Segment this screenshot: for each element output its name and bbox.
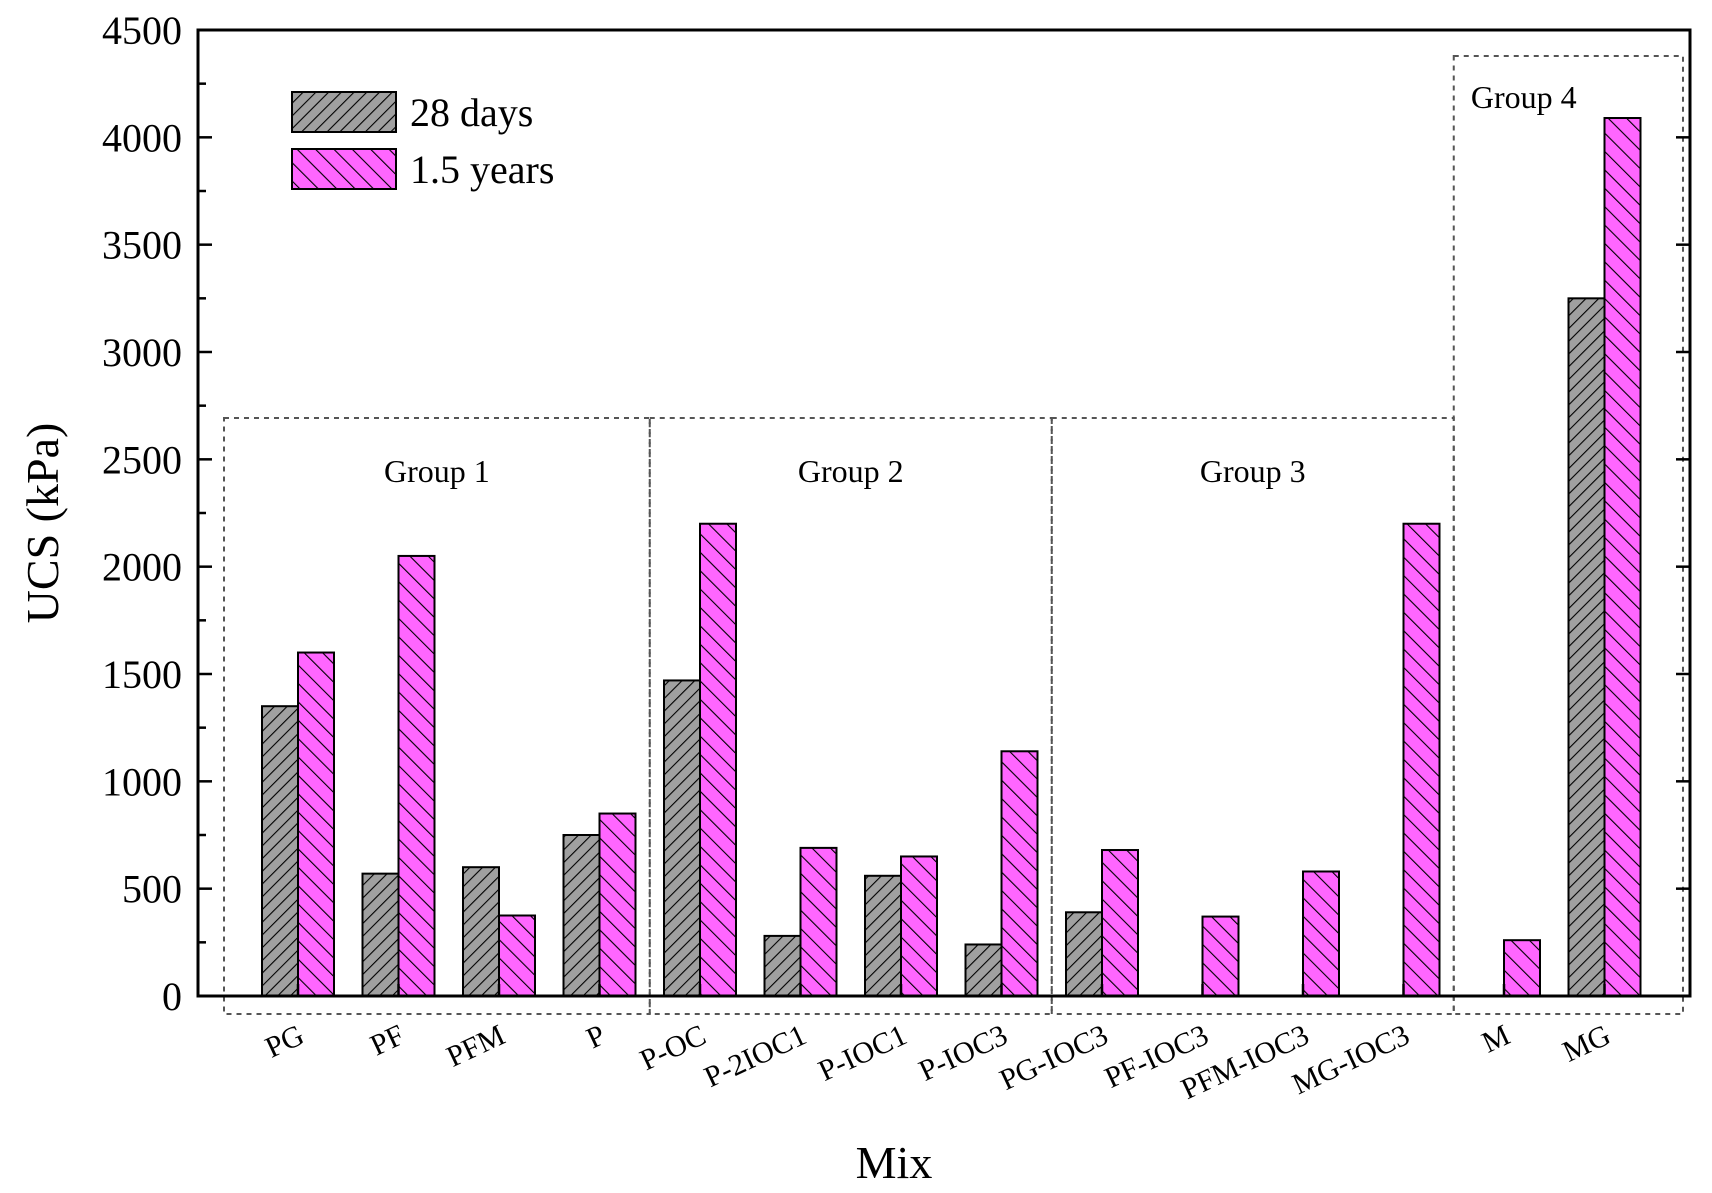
- x-tick-label-pf: PF: [365, 1018, 409, 1062]
- bars-layer: [261, 117, 1642, 998]
- legend-label-28-days: 28 days: [410, 90, 533, 135]
- group-boxes-layer: Group 1 Group 2 Group 3 Group 4: [223, 55, 1684, 1015]
- bar-pg-ioc3-1-5-years: [1101, 849, 1139, 997]
- x-tick-label-p-2ioc1: P-2IOC1: [699, 1018, 811, 1094]
- y-tick-label-1000: 1000: [102, 759, 182, 804]
- bar-pg-1-5-years: [297, 651, 335, 997]
- bar-p-1-5-years: [598, 812, 637, 997]
- x-tick-label-pg: PG: [260, 1018, 309, 1064]
- bar-pfm-ioc3-1-5-years: [1302, 870, 1340, 998]
- bar-p-2ioc1-1-5-years: [799, 846, 838, 997]
- group-label-4: Group 4: [1471, 79, 1577, 115]
- bar-p-28-days: [562, 834, 601, 997]
- x-tick-label-pfm: PFM: [442, 1018, 510, 1073]
- bar-pf-1-5-years: [397, 554, 436, 998]
- bar-p-ioc3-28-days: [964, 943, 1003, 997]
- y-tick-label-3000: 3000: [102, 330, 182, 375]
- x-tick-label-p-ioc1: P-IOC1: [813, 1018, 912, 1087]
- group-label-3: Group 3: [1200, 453, 1306, 489]
- bar-m-1-5-years: [1503, 939, 1541, 997]
- bar-pfm-28-days: [462, 866, 500, 998]
- group-box-1: [223, 417, 651, 1015]
- x-tick-label-pg-ioc3: PG-IOC3: [995, 1018, 1113, 1097]
- y-tick-label-500: 500: [122, 867, 182, 912]
- bar-pg-28-days: [261, 705, 299, 997]
- y-tick-label-4500: 4500: [102, 8, 182, 53]
- legend-label-1-5-years: 1.5 years: [410, 147, 554, 192]
- x-tick-label-m: M: [1477, 1018, 1515, 1059]
- legend-swatch-1-5-years: [291, 148, 397, 190]
- bar-p-ioc1-1-5-years: [900, 855, 938, 998]
- bar-p-oc-1-5-years: [699, 522, 737, 997]
- x-tick-label-mg-ioc3: MG-IOC3: [1287, 1018, 1414, 1101]
- bar-p-oc-28-days: [663, 679, 701, 997]
- bar-pg-ioc3-28-days: [1065, 911, 1103, 998]
- group-label-2: Group 2: [798, 453, 904, 489]
- x-tick-label-p-oc: P-OC: [635, 1018, 711, 1077]
- group-box-2: [648, 417, 1053, 1015]
- bar-mg-28-days: [1567, 297, 1606, 998]
- bar-pfm-1-5-years: [498, 914, 536, 997]
- y-tick-label-0: 0: [162, 974, 182, 1019]
- group-box-4: [1452, 55, 1684, 1015]
- y-tick-label-2500: 2500: [102, 437, 182, 482]
- legend-swatch-28-days: [291, 91, 397, 133]
- x-tick-label-mg: MG: [1558, 1018, 1616, 1068]
- y-axis-title: UCS (kPa): [17, 423, 68, 624]
- group-label-1: Group 1: [384, 453, 490, 489]
- axes-layer: [196, 28, 1692, 998]
- x-tick-label-p-ioc3: P-IOC3: [914, 1018, 1013, 1087]
- x-axis-title: Mix: [856, 1137, 933, 1188]
- x-tick-label-p: P: [581, 1018, 610, 1055]
- y-tick-label-4000: 4000: [102, 115, 182, 160]
- bar-pf-ioc3-1-5-years: [1201, 915, 1240, 997]
- y-tick-label-1500: 1500: [102, 652, 182, 697]
- y-tick-label-3500: 3500: [102, 223, 182, 268]
- legend: 28 days 1.5 years: [291, 90, 554, 192]
- bar-p-ioc1-28-days: [864, 874, 902, 998]
- bar-mg-1-5-years: [1603, 117, 1642, 998]
- bar-mg-ioc3-1-5-years: [1402, 522, 1441, 997]
- bar-pf-28-days: [361, 872, 400, 998]
- y-tick-label-2000: 2000: [102, 545, 182, 590]
- bar-p-ioc3-1-5-years: [1000, 750, 1039, 998]
- labels-layer: 0 500 1000 1500 2000 2500 3000 3500 4000 4500 PG PF…: [17, 8, 1615, 1188]
- bar-p-2ioc1-28-days: [763, 934, 802, 997]
